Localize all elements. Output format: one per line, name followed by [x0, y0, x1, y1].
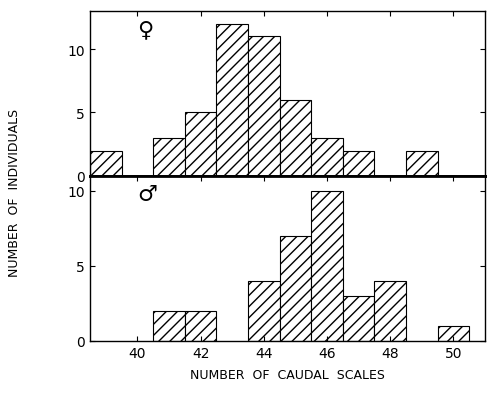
Bar [185, 113, 216, 176]
Bar [153, 138, 185, 176]
Bar [185, 311, 216, 341]
Text: NUMBER  OF  INDIVIDUALS: NUMBER OF INDIVIDUALS [8, 109, 22, 276]
Bar [438, 326, 469, 341]
Bar [343, 296, 374, 341]
X-axis label: NUMBER  OF  CAUDAL  SCALES: NUMBER OF CAUDAL SCALES [190, 368, 385, 381]
Bar [311, 138, 343, 176]
Text: ♀: ♀ [138, 20, 154, 40]
Bar [311, 191, 343, 341]
Bar [406, 151, 438, 176]
Bar [374, 281, 406, 341]
Bar [343, 151, 374, 176]
Bar [248, 281, 280, 341]
Bar [153, 311, 185, 341]
Bar [280, 236, 311, 341]
Bar [280, 101, 311, 176]
Bar [90, 151, 122, 176]
Bar [216, 25, 248, 176]
Text: ♂: ♂ [138, 184, 158, 205]
Bar [248, 37, 280, 176]
